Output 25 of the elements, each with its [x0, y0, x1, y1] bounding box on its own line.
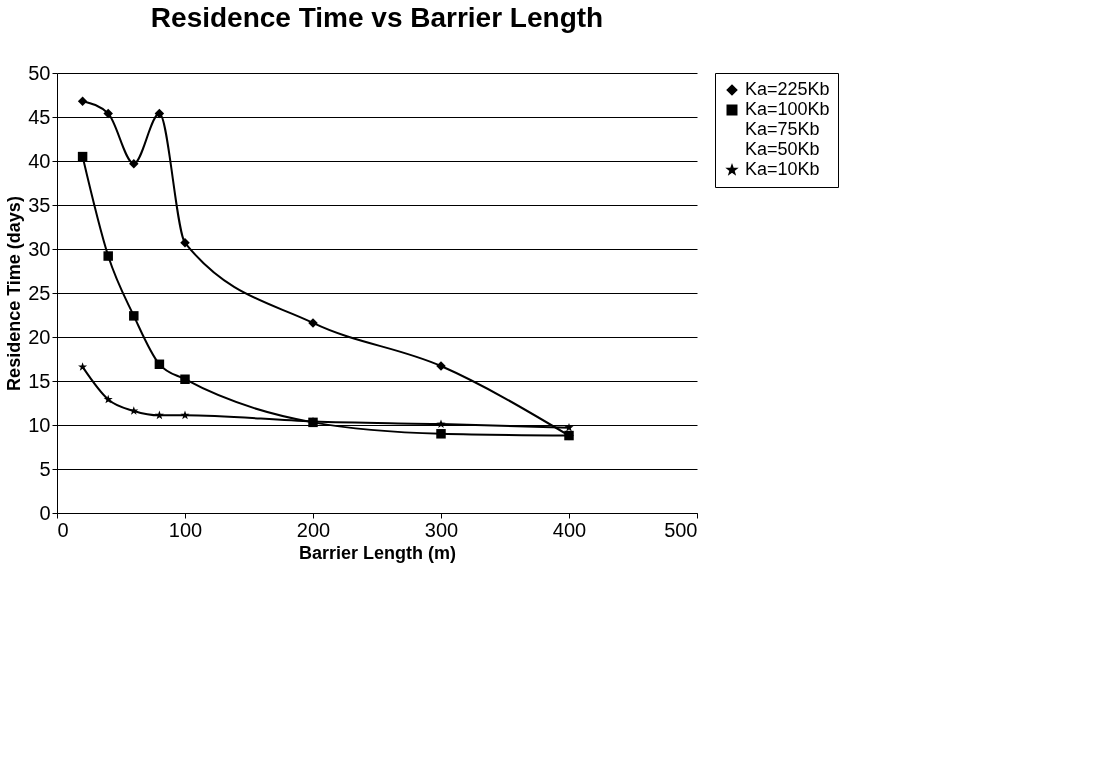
legend-label: Ka=100Kb	[745, 99, 830, 119]
x-axis-title: Barrier Length (m)	[298, 542, 457, 563]
x-tick-label: 100	[168, 518, 203, 541]
x-tick-label: 0	[57, 518, 69, 541]
text: Ka=50Kb	[745, 139, 820, 159]
y-tick-label: 50	[28, 61, 51, 84]
x-tick-label: 500	[664, 518, 698, 541]
y-axis-title: Residence Time (days)	[4, 196, 25, 391]
y-tick-label: 45	[28, 105, 51, 128]
y-tick-label: 10	[28, 413, 51, 436]
text: Ka=75Kb	[745, 119, 820, 139]
x-tick-label: 400	[552, 518, 587, 541]
y-tick-label: 0	[39, 501, 51, 524]
x-tick-label: 300	[424, 518, 459, 541]
legend-label: Ka=225Kb	[745, 79, 830, 99]
y-tick-label: 15	[28, 369, 51, 392]
y-tick-label: 30	[28, 237, 51, 260]
y-tick-label: 5	[39, 457, 51, 480]
y-tick-label: 20	[28, 325, 51, 348]
chart-title: Residence Time vs Barrier Length	[150, 2, 604, 33]
x-tick-label: 200	[296, 518, 331, 541]
y-tick-label: 40	[28, 149, 51, 172]
y-tick-label: 35	[28, 193, 51, 216]
y-tick-label: 25	[28, 281, 51, 304]
legend-label: Ka=10Kb	[745, 159, 820, 179]
